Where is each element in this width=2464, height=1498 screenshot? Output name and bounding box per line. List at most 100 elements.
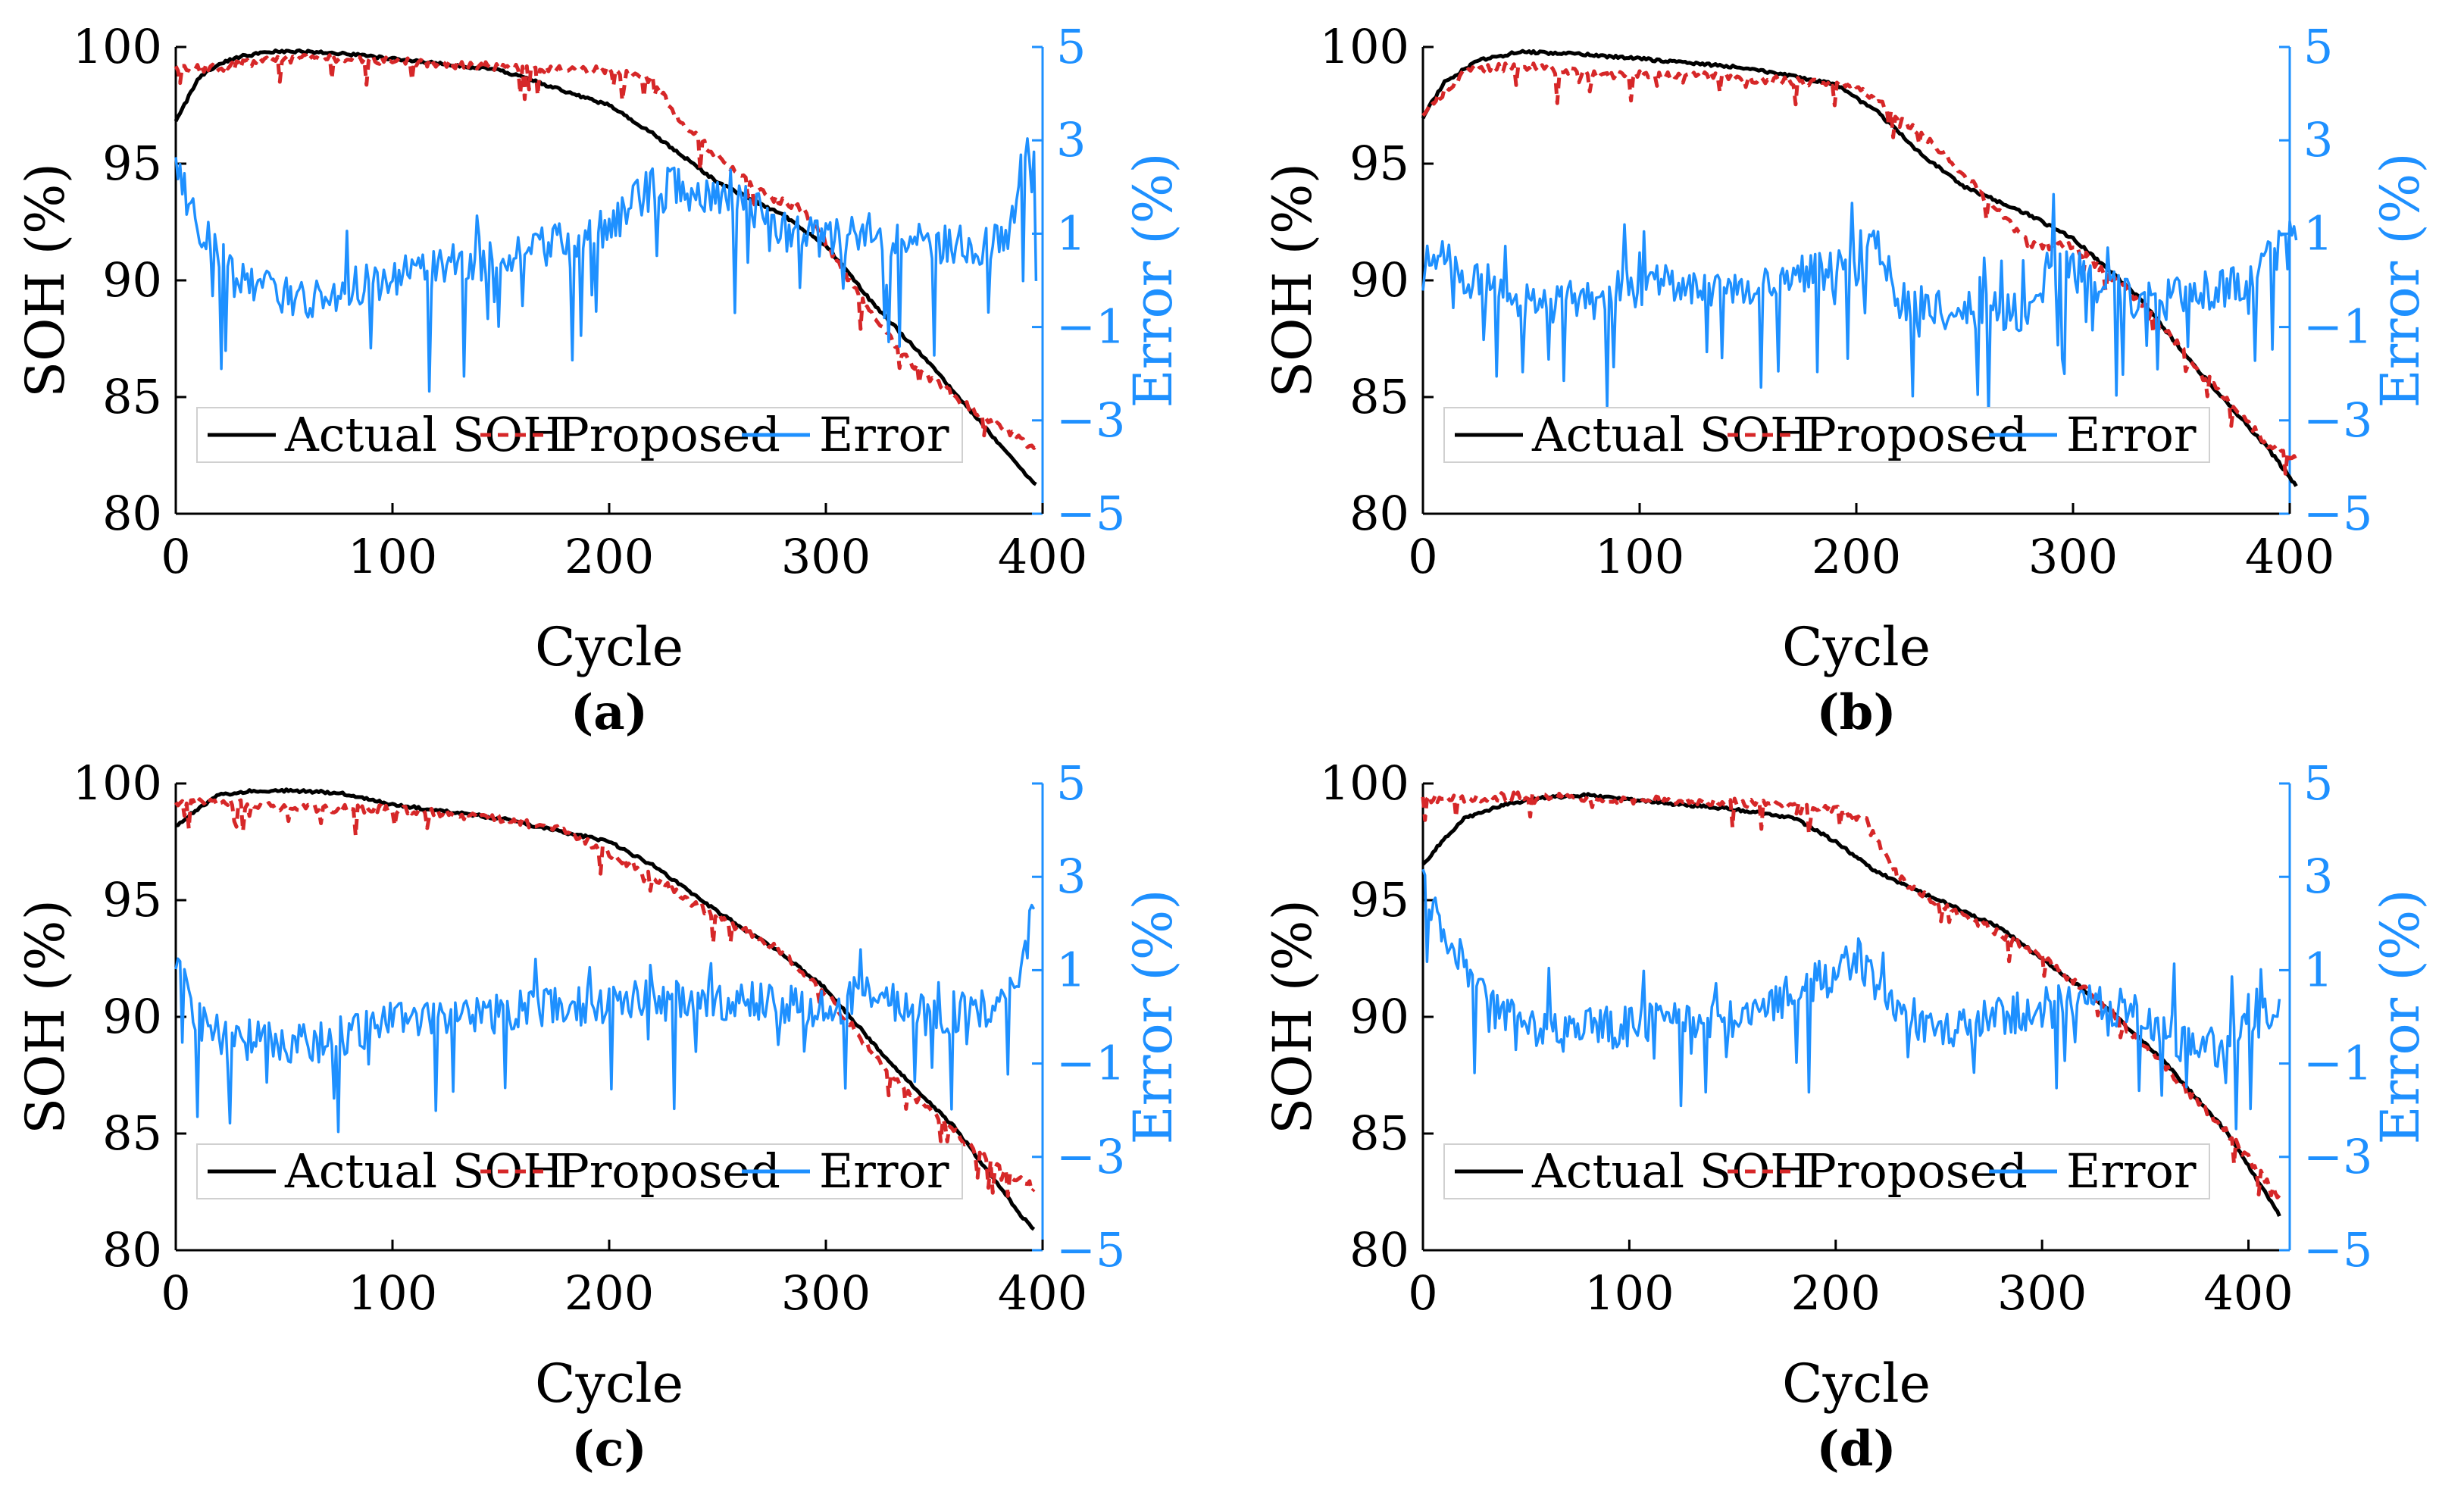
legend-label: Error [819, 1143, 949, 1199]
right-tick-label: 3 [2303, 112, 2333, 167]
panel-caption: (b) [1816, 684, 1896, 741]
left-tick-label: 85 [102, 369, 162, 424]
right-tick-label: 3 [1056, 849, 1086, 904]
left-tick-label: 100 [73, 19, 162, 74]
legend-label: Error [819, 407, 949, 462]
y-axis-title: SOH (%) [1262, 899, 1324, 1134]
right-tick-label: 5 [1056, 755, 1086, 811]
y2-axis-title: Error (%) [1122, 152, 1184, 408]
y-axis-title: SOH (%) [14, 899, 77, 1134]
y2-axis-title: Error (%) [2369, 889, 2431, 1144]
bottom-tick-label: 200 [564, 1265, 654, 1321]
chart-panel-d: 80 85 90 95 100 −5 −3 −1 1 3 5 0 100 200 300 400 Cycle SO… [1262, 755, 2431, 1478]
bottom-tick-label: 200 [1812, 529, 1901, 584]
left-tick-label: 95 [102, 872, 162, 927]
x-axis-title: Cycle [535, 616, 683, 678]
legend-label: Error [2066, 1143, 2197, 1199]
left-tick-label: 85 [1349, 369, 1409, 424]
series-error-line [174, 903, 1036, 1134]
left-tick-label: 95 [1349, 872, 1409, 927]
right-tick-label: 5 [2303, 755, 2333, 811]
bottom-tick-label: 200 [564, 529, 654, 584]
right-tick-label: −3 [2303, 392, 2372, 448]
left-tick-label: 80 [102, 486, 162, 541]
y-axis-title: SOH (%) [1262, 163, 1324, 398]
legend-label: Error [2066, 407, 2197, 462]
series-actual-soh-line [175, 787, 1036, 1231]
left-tick-label: 90 [1349, 989, 1409, 1044]
right-tick-label: 3 [1056, 112, 1086, 167]
series-proposed-line [174, 53, 1038, 450]
chart-panel-c: 80 85 90 95 100 −5 −3 −1 1 3 5 0 100 200 300 400 Cycle SO… [14, 755, 1184, 1478]
left-tick-label: 95 [102, 136, 162, 191]
bottom-tick-label: 400 [998, 1265, 1087, 1321]
y-axis-title: SOH (%) [14, 163, 77, 398]
panel-caption: (d) [1816, 1421, 1896, 1478]
right-tick-label: −5 [2303, 1222, 2372, 1278]
bottom-tick-label: 300 [781, 1265, 871, 1321]
bottom-tick-label: 100 [348, 1265, 437, 1321]
x-axis-title: Cycle [1782, 616, 1931, 678]
bottom-tick-label: 400 [998, 529, 1087, 584]
bottom-tick-label: 0 [1408, 1265, 1437, 1321]
right-tick-label: −3 [1056, 1129, 1125, 1184]
bottom-tick-label: 0 [161, 529, 190, 584]
left-tick-label: 80 [1349, 1222, 1409, 1278]
chart-panel-a: 80 85 90 95 100 −5 −3 −1 1 3 5 0 100 200 300 400 Cycle SO… [14, 19, 1184, 741]
bottom-tick-label: 0 [161, 1265, 190, 1321]
x-axis-title: Cycle [1782, 1353, 1931, 1415]
left-tick-label: 85 [1349, 1106, 1409, 1161]
bottom-tick-label: 400 [2203, 1265, 2293, 1321]
left-tick-label: 90 [102, 252, 162, 308]
left-tick-label: 80 [1349, 486, 1409, 541]
legend-box [196, 407, 963, 463]
panel-caption: (c) [571, 1421, 647, 1478]
series-proposed-line [1421, 61, 2298, 476]
series-error-line [1421, 868, 2281, 1131]
left-tick-label: 90 [1349, 252, 1409, 308]
left-tick-label: 95 [1349, 136, 1409, 191]
bottom-tick-label: 300 [2028, 529, 2118, 584]
right-tick-label: −3 [2303, 1129, 2372, 1184]
series-error-line [174, 137, 1038, 393]
bottom-tick-label: 100 [1595, 529, 1684, 584]
right-tick-label: −5 [2303, 486, 2372, 541]
right-tick-label: −5 [1056, 486, 1125, 541]
bottom-tick-label: 300 [781, 529, 871, 584]
bottom-tick-label: 400 [2245, 529, 2334, 584]
y2-axis-title: Error (%) [2369, 152, 2431, 408]
right-tick-label: −1 [2303, 299, 2372, 355]
bottom-tick-label: 100 [1584, 1265, 1674, 1321]
x-axis-title: Cycle [535, 1353, 683, 1415]
right-tick-label: 5 [1056, 19, 1086, 74]
left-tick-label: 85 [102, 1106, 162, 1161]
series-proposed-line [174, 797, 1036, 1198]
bottom-tick-label: 300 [1997, 1265, 2087, 1321]
right-tick-label: −1 [1056, 1036, 1125, 1091]
series-error-line [1421, 192, 2298, 418]
left-tick-label: 100 [1320, 755, 1409, 811]
left-tick-label: 100 [1320, 19, 1409, 74]
series-actual-soh-line [174, 48, 1037, 486]
right-tick-label: −1 [1056, 299, 1125, 355]
right-tick-label: −3 [1056, 392, 1125, 448]
right-tick-label: −1 [2303, 1036, 2372, 1091]
legend-box [1443, 407, 2210, 463]
legend-box [196, 1143, 963, 1199]
right-tick-label: 5 [2303, 19, 2333, 74]
right-tick-label: 1 [1056, 205, 1086, 261]
left-tick-label: 100 [73, 755, 162, 811]
y2-axis-title: Error (%) [1122, 889, 1184, 1144]
bottom-tick-label: 0 [1408, 529, 1437, 584]
legend-box [1443, 1143, 2210, 1199]
bottom-tick-label: 100 [348, 529, 437, 584]
panel-caption: (a) [571, 684, 648, 741]
left-tick-label: 80 [102, 1222, 162, 1278]
right-tick-label: 3 [2303, 849, 2333, 904]
right-tick-label: 1 [2303, 942, 2333, 997]
bottom-tick-label: 200 [1791, 1265, 1881, 1321]
